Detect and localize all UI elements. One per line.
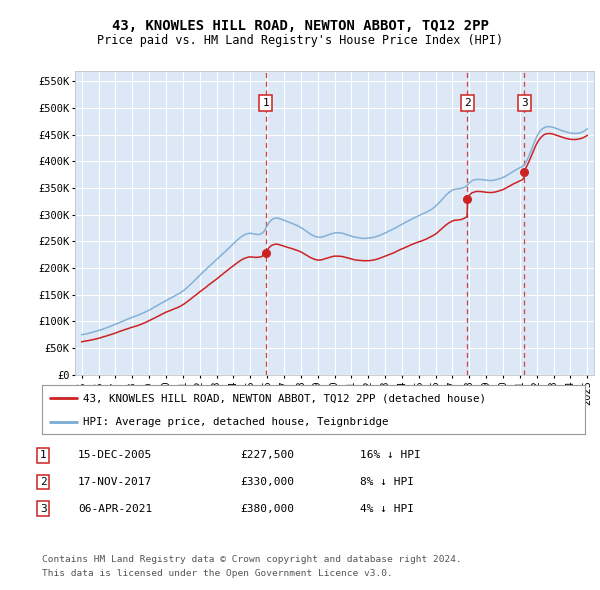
Text: 8% ↓ HPI: 8% ↓ HPI <box>360 477 414 487</box>
Text: 16% ↓ HPI: 16% ↓ HPI <box>360 451 421 460</box>
Text: 06-APR-2021: 06-APR-2021 <box>78 504 152 513</box>
Text: 43, KNOWLES HILL ROAD, NEWTON ABBOT, TQ12 2PP: 43, KNOWLES HILL ROAD, NEWTON ABBOT, TQ1… <box>112 19 488 34</box>
Text: 3: 3 <box>521 98 528 108</box>
Text: 15-DEC-2005: 15-DEC-2005 <box>78 451 152 460</box>
Text: 3: 3 <box>40 504 47 513</box>
Text: 2: 2 <box>40 477 47 487</box>
Text: Contains HM Land Registry data © Crown copyright and database right 2024.: Contains HM Land Registry data © Crown c… <box>42 555 462 564</box>
Text: 1: 1 <box>40 451 47 460</box>
Text: £227,500: £227,500 <box>240 451 294 460</box>
Text: HPI: Average price, detached house, Teignbridge: HPI: Average price, detached house, Teig… <box>83 417 388 427</box>
Text: This data is licensed under the Open Government Licence v3.0.: This data is licensed under the Open Gov… <box>42 569 393 578</box>
Text: 43, KNOWLES HILL ROAD, NEWTON ABBOT, TQ12 2PP (detached house): 43, KNOWLES HILL ROAD, NEWTON ABBOT, TQ1… <box>83 394 486 404</box>
Text: Price paid vs. HM Land Registry's House Price Index (HPI): Price paid vs. HM Land Registry's House … <box>97 34 503 47</box>
Text: £380,000: £380,000 <box>240 504 294 513</box>
Text: 2: 2 <box>464 98 470 108</box>
Text: 4% ↓ HPI: 4% ↓ HPI <box>360 504 414 513</box>
Text: 1: 1 <box>262 98 269 108</box>
Text: 17-NOV-2017: 17-NOV-2017 <box>78 477 152 487</box>
Text: £330,000: £330,000 <box>240 477 294 487</box>
